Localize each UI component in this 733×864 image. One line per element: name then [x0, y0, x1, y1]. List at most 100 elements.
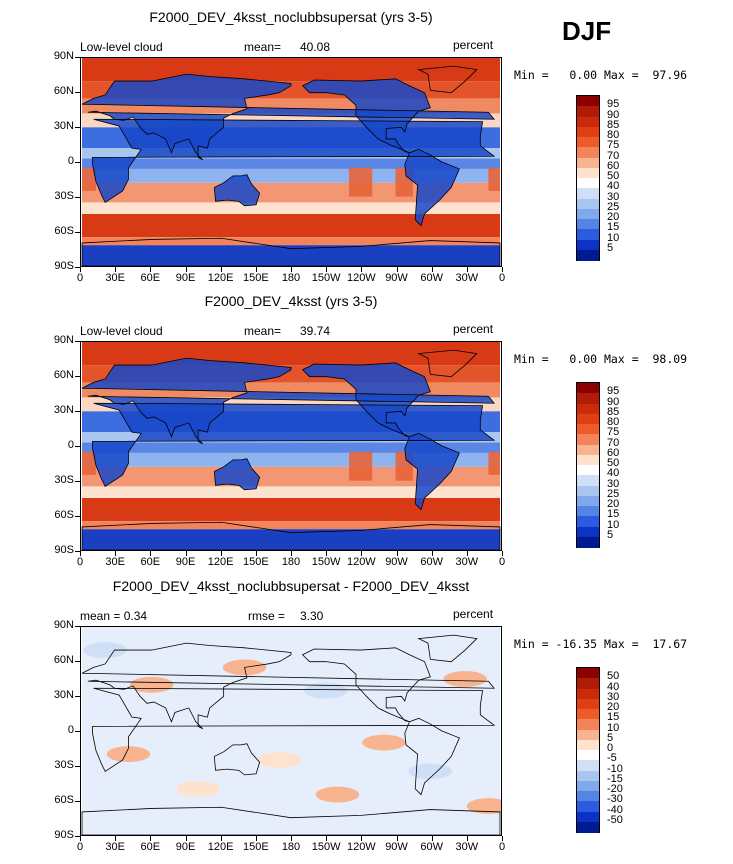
land-fill: [82, 74, 495, 160]
map-svg: [81, 342, 501, 550]
lon-tick-label: 150E: [242, 272, 269, 284]
lat-tick-label: 30S: [54, 190, 74, 202]
lon-tick: [255, 551, 257, 556]
colorbar-swatch: [577, 126, 599, 138]
coastline: [81, 806, 501, 835]
lat-band: [82, 498, 500, 522]
lon-tick-label: 30W: [455, 841, 479, 853]
land-fill: [302, 78, 431, 153]
colorbar-swatch: [577, 485, 599, 497]
lat-band: [82, 529, 500, 550]
lat-tick-label: 30S: [54, 759, 74, 771]
colorbar-swatch: [577, 791, 599, 802]
lat-band: [82, 521, 500, 530]
lat-tick: [75, 516, 80, 517]
lat-tick: [75, 162, 80, 163]
lon-tick: [466, 836, 468, 841]
colorbar: [576, 667, 600, 833]
coastline: [417, 634, 478, 663]
colorbar-label: 25: [607, 487, 620, 500]
lat-tick: [75, 626, 80, 627]
lon-tick: [291, 551, 292, 556]
anomaly-blotch: [176, 780, 220, 797]
stratocumulus-deck: [488, 451, 500, 475]
colorbar: [576, 382, 600, 548]
colorbar-swatch: [577, 811, 599, 823]
lat-tick-label: 0: [67, 724, 74, 736]
lat-tick-label: 90S: [54, 260, 74, 272]
colorbar-label: -20: [607, 783, 623, 795]
coastline: [404, 432, 460, 511]
colorbar: [576, 95, 600, 261]
lat-tick-label: 60N: [53, 369, 74, 381]
anomaly-blotch: [83, 642, 128, 659]
lon-tick-label: 150W: [311, 841, 341, 853]
colorbar-label: 95: [607, 385, 620, 398]
lon-tick-label: 60E: [140, 556, 161, 568]
colorbar-label: -5: [607, 752, 617, 765]
lon-tick-label: 0: [76, 556, 84, 568]
panel-mean-label: rmse =: [248, 609, 286, 623]
coastline: [404, 148, 460, 227]
lon-tick: [220, 267, 222, 272]
lat-band: [82, 486, 500, 498]
colorbar-label: 20: [607, 211, 620, 223]
coastline: [81, 237, 501, 266]
colorbar-label: 20: [607, 701, 620, 713]
colorbar-swatch: [577, 116, 599, 128]
lat-tick-label: 90S: [54, 544, 74, 556]
colorbar-label: 20: [607, 498, 620, 510]
lat-tick: [75, 551, 80, 552]
diff-background: [82, 627, 500, 835]
colorbar-label: 15: [607, 221, 620, 234]
lat-tick-label: 60N: [53, 85, 74, 97]
colorbar-label: 60: [607, 446, 620, 459]
colorbar-swatch: [577, 178, 599, 189]
lon-tick-label: 90E: [175, 556, 196, 568]
lat-tick: [75, 92, 80, 93]
colorbar-label: -30: [607, 793, 623, 806]
colorbar-swatch: [577, 821, 599, 833]
lat-tick-label: 60S: [54, 225, 74, 237]
stratocumulus-deck: [488, 167, 500, 191]
lat-tick: [75, 127, 80, 128]
land-fill: [214, 458, 260, 490]
lat-tick-label: 90N: [53, 334, 74, 346]
lon-tick: [220, 836, 222, 841]
colorbar-label: 10: [607, 721, 620, 734]
lon-tick-label: 60E: [140, 272, 161, 284]
lon-tick: [502, 267, 503, 272]
land-fill: [82, 358, 495, 444]
colorbar-label: 70: [607, 436, 620, 449]
lon-tick: [502, 836, 503, 841]
panel-minmax: Min = 0.00 Max = 97.96: [514, 68, 688, 82]
lon-tick: [255, 836, 257, 841]
colorbar-label: 85: [607, 405, 620, 418]
colorbar-swatch: [577, 393, 599, 404]
lon-tick: [361, 836, 363, 841]
panel-title: F2000_DEV_4ksst_noclubbsupersat - F2000_…: [112, 578, 470, 594]
lon-tick-label: 180: [281, 841, 301, 853]
colorbar-swatch: [577, 147, 599, 158]
lat-band: [82, 442, 500, 453]
colorbar-label: 0: [607, 742, 614, 754]
coastline: [301, 78, 431, 154]
lon-tick: [291, 267, 292, 272]
lon-tick-label: 90E: [175, 841, 196, 853]
lat-tick: [75, 696, 80, 697]
panel-units: percent: [453, 322, 494, 336]
lat-tick: [75, 232, 80, 233]
lon-tick-label: 120E: [207, 272, 234, 284]
lon-tick-label: 150W: [311, 272, 341, 284]
coastline: [417, 65, 478, 94]
coastline: [92, 687, 496, 772]
colorbar-label: -15: [607, 772, 623, 785]
anomaly-blotch: [304, 682, 348, 699]
lon-tick-label: 120W: [346, 841, 376, 853]
lat-tick-label: 0: [67, 439, 74, 451]
lon-tick: [150, 267, 152, 272]
colorbar-label: 5: [607, 731, 614, 744]
colorbar-label: 85: [607, 118, 620, 131]
map-svg: [81, 627, 501, 835]
lon-tick: [466, 551, 468, 556]
